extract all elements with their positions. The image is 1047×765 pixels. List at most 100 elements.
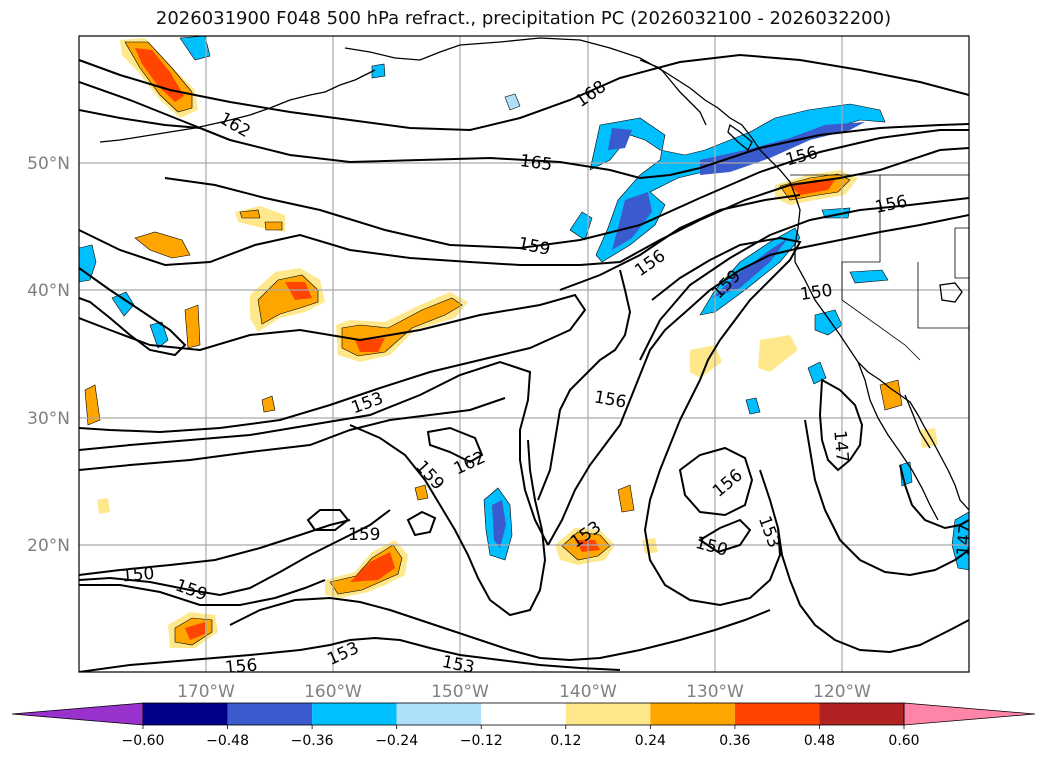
colorbar-swatch	[650, 703, 735, 725]
lon-label: 160°W	[304, 682, 362, 702]
latitude-labels: 50°N 40°N 30°N 20°N	[27, 154, 70, 556]
colorbar-tick-label: −0.48	[206, 733, 249, 749]
colorbar-extension-low	[11, 702, 144, 726]
contour-150-b	[643, 236, 802, 607]
shade-neg-region	[569, 211, 593, 241]
contour-153-f	[229, 596, 771, 662]
lon-label: 170°W	[177, 682, 235, 702]
borders	[790, 174, 969, 361]
plot-area: 168 162 165 159 156 159 150 153 156 162 …	[79, 36, 969, 679]
lon-label: 130°W	[686, 682, 744, 702]
contour-153-c	[547, 214, 969, 546]
shade-neg-core	[608, 128, 632, 150]
colorbar-extension-high	[903, 702, 1036, 726]
shade-pos-region	[758, 335, 798, 372]
gulf-of-california	[904, 394, 931, 449]
contour-159-e	[306, 509, 350, 531]
shade-neg-region	[849, 269, 889, 284]
shade-pos-region	[414, 484, 429, 501]
shade-neg-core	[492, 500, 506, 548]
colorbar-tick-label: 0.60	[888, 733, 919, 749]
lat-label: 30°N	[27, 409, 70, 429]
vancouver-island	[727, 123, 753, 152]
contour-156-e	[678, 446, 754, 517]
state-border	[841, 175, 881, 300]
contour-168	[79, 53, 969, 132]
lon-label: 150°W	[431, 682, 489, 702]
lat-label: 40°N	[27, 281, 70, 301]
shade-pos-region	[134, 231, 191, 259]
colorbar-swatch	[143, 703, 228, 725]
alaska-coast	[344, 37, 969, 511]
shade-neg-region	[745, 397, 761, 415]
height-contours	[79, 53, 969, 672]
shade-pos-mid	[239, 209, 261, 219]
contour-159-c	[349, 424, 547, 617]
map-title: 2026031900 F048 500 hPa refract., precip…	[155, 8, 892, 29]
lat-label: 20°N	[27, 536, 70, 556]
colorbar-tick-label: 0.24	[635, 733, 666, 749]
shade-pos-region	[690, 345, 722, 378]
shade-pos-strong	[350, 552, 395, 582]
colorbar-swatch	[481, 703, 566, 725]
shade-pos-region	[84, 384, 101, 426]
contour-label: 153	[440, 652, 476, 678]
contour-label: 159	[348, 525, 380, 545]
contour-153-d	[759, 469, 969, 654]
state-border	[841, 299, 921, 361]
colorbar-tick-label: −0.12	[460, 733, 503, 749]
shade-pos-strong	[285, 282, 312, 300]
shade-neg-region	[504, 93, 521, 111]
baja-coast	[857, 361, 939, 521]
contour-153-b	[79, 360, 549, 546]
contour-150-e	[899, 464, 969, 530]
contour-156-c	[79, 397, 506, 471]
shade-neg-region	[179, 36, 211, 61]
contour-156-b	[639, 197, 969, 361]
contour-147-b	[818, 378, 864, 472]
state-border	[917, 262, 969, 329]
longitude-labels: 170°W 160°W 150°W 140°W 130°W 120°W	[177, 682, 871, 702]
shade-neg-core	[712, 238, 788, 298]
colorbar-swatch	[565, 703, 651, 725]
plot-frame	[78, 35, 970, 673]
shade-pos-mid	[264, 221, 283, 231]
contour-156-f	[79, 636, 621, 672]
state-border	[954, 227, 969, 279]
colorbar-tick-label: 0.48	[804, 733, 835, 749]
colorbar-tick-label: −0.24	[375, 733, 418, 749]
shade-pos-region	[97, 498, 110, 514]
shade-neg-region	[79, 244, 97, 283]
lon-label: 120°W	[813, 682, 871, 702]
shade-pos-region	[617, 484, 635, 513]
lon-label: 140°W	[559, 682, 617, 702]
contour-label: 150	[799, 281, 834, 305]
contour-150-c	[698, 518, 752, 554]
lat-label: 50°N	[27, 154, 70, 174]
contour-156-d	[537, 269, 632, 501]
contour-label: 150	[121, 564, 155, 587]
contour-label: 147	[829, 429, 852, 463]
contour-153	[79, 293, 587, 434]
shade-neg-core	[612, 192, 652, 250]
shade-pos-strong	[355, 338, 385, 352]
colorbar-swatch	[312, 703, 397, 725]
contour-150	[79, 267, 187, 357]
shade-neg-region	[371, 63, 386, 79]
shade-pos-region	[879, 379, 903, 411]
shade-neg-region	[807, 361, 827, 385]
contour-153-e	[79, 579, 326, 606]
colorbar-tick-label: 0.36	[719, 733, 750, 749]
contour-159	[164, 129, 969, 250]
shade-pos-region	[184, 304, 201, 349]
contour-150-d	[79, 519, 351, 576]
contour-156	[79, 147, 969, 267]
shade-pos-strong	[135, 48, 184, 102]
contour-162-c	[406, 510, 437, 537]
contour-label: 156	[224, 656, 258, 679]
shade-pos-region	[261, 395, 276, 413]
colorbar-swatch	[396, 703, 482, 725]
contour-159-d	[79, 509, 391, 597]
colorbar-swatch	[227, 703, 313, 725]
